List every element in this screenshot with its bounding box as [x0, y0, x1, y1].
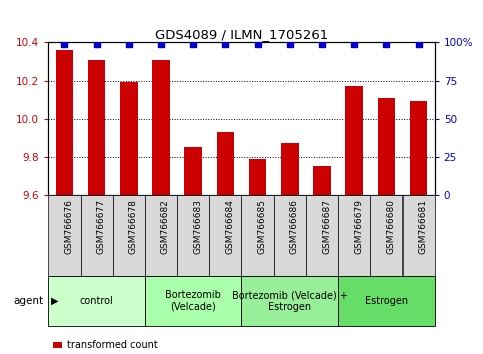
- Bar: [145, 276, 242, 326]
- Text: Bortezomib
(Velcade): Bortezomib (Velcade): [165, 290, 221, 312]
- Text: GSM766682: GSM766682: [161, 199, 170, 254]
- Text: ▶: ▶: [51, 296, 58, 306]
- Text: GSM766678: GSM766678: [129, 199, 138, 254]
- Text: GSM766681: GSM766681: [419, 199, 427, 254]
- Point: [93, 41, 100, 47]
- Text: Bortezomib (Velcade) +
Estrogen: Bortezomib (Velcade) + Estrogen: [232, 290, 348, 312]
- Bar: [402, 195, 435, 276]
- Text: GSM766683: GSM766683: [193, 199, 202, 254]
- Text: GSM766676: GSM766676: [64, 199, 73, 254]
- Bar: [81, 195, 113, 276]
- Text: GSM766680: GSM766680: [386, 199, 396, 254]
- Bar: [56, 50, 73, 195]
- Bar: [88, 59, 105, 195]
- Point: [350, 41, 358, 47]
- Text: GSM766684: GSM766684: [226, 199, 234, 254]
- Bar: [338, 276, 435, 326]
- Text: GSM766686: GSM766686: [290, 199, 299, 254]
- Bar: [249, 159, 267, 195]
- Text: control: control: [80, 296, 114, 306]
- Bar: [242, 276, 338, 326]
- Bar: [209, 195, 242, 276]
- Bar: [48, 276, 145, 326]
- Bar: [242, 195, 274, 276]
- Point: [383, 41, 390, 47]
- Point: [415, 41, 423, 47]
- Bar: [185, 147, 202, 195]
- Text: GSM766687: GSM766687: [322, 199, 331, 254]
- Bar: [370, 195, 402, 276]
- Text: Estrogen: Estrogen: [365, 296, 408, 306]
- Point: [60, 41, 68, 47]
- Text: GSM766677: GSM766677: [97, 199, 106, 254]
- Point: [254, 41, 261, 47]
- Bar: [313, 166, 331, 195]
- Bar: [152, 59, 170, 195]
- Bar: [338, 195, 370, 276]
- Bar: [410, 102, 427, 195]
- Bar: [281, 143, 298, 195]
- Bar: [48, 195, 81, 276]
- Title: GDS4089 / ILMN_1705261: GDS4089 / ILMN_1705261: [155, 28, 328, 41]
- Point: [318, 41, 326, 47]
- Bar: [345, 86, 363, 195]
- Text: agent: agent: [14, 296, 43, 306]
- Bar: [145, 195, 177, 276]
- Bar: [120, 82, 138, 195]
- Point: [157, 41, 165, 47]
- Bar: [306, 195, 338, 276]
- Point: [189, 41, 197, 47]
- Bar: [177, 195, 209, 276]
- Point: [125, 41, 133, 47]
- Text: GSM766685: GSM766685: [257, 199, 267, 254]
- Bar: [274, 195, 306, 276]
- Point: [286, 41, 294, 47]
- Bar: [216, 132, 234, 195]
- Text: transformed count: transformed count: [67, 340, 157, 350]
- Bar: [378, 98, 395, 195]
- Point: [222, 41, 229, 47]
- Text: GSM766679: GSM766679: [354, 199, 363, 254]
- Bar: [113, 195, 145, 276]
